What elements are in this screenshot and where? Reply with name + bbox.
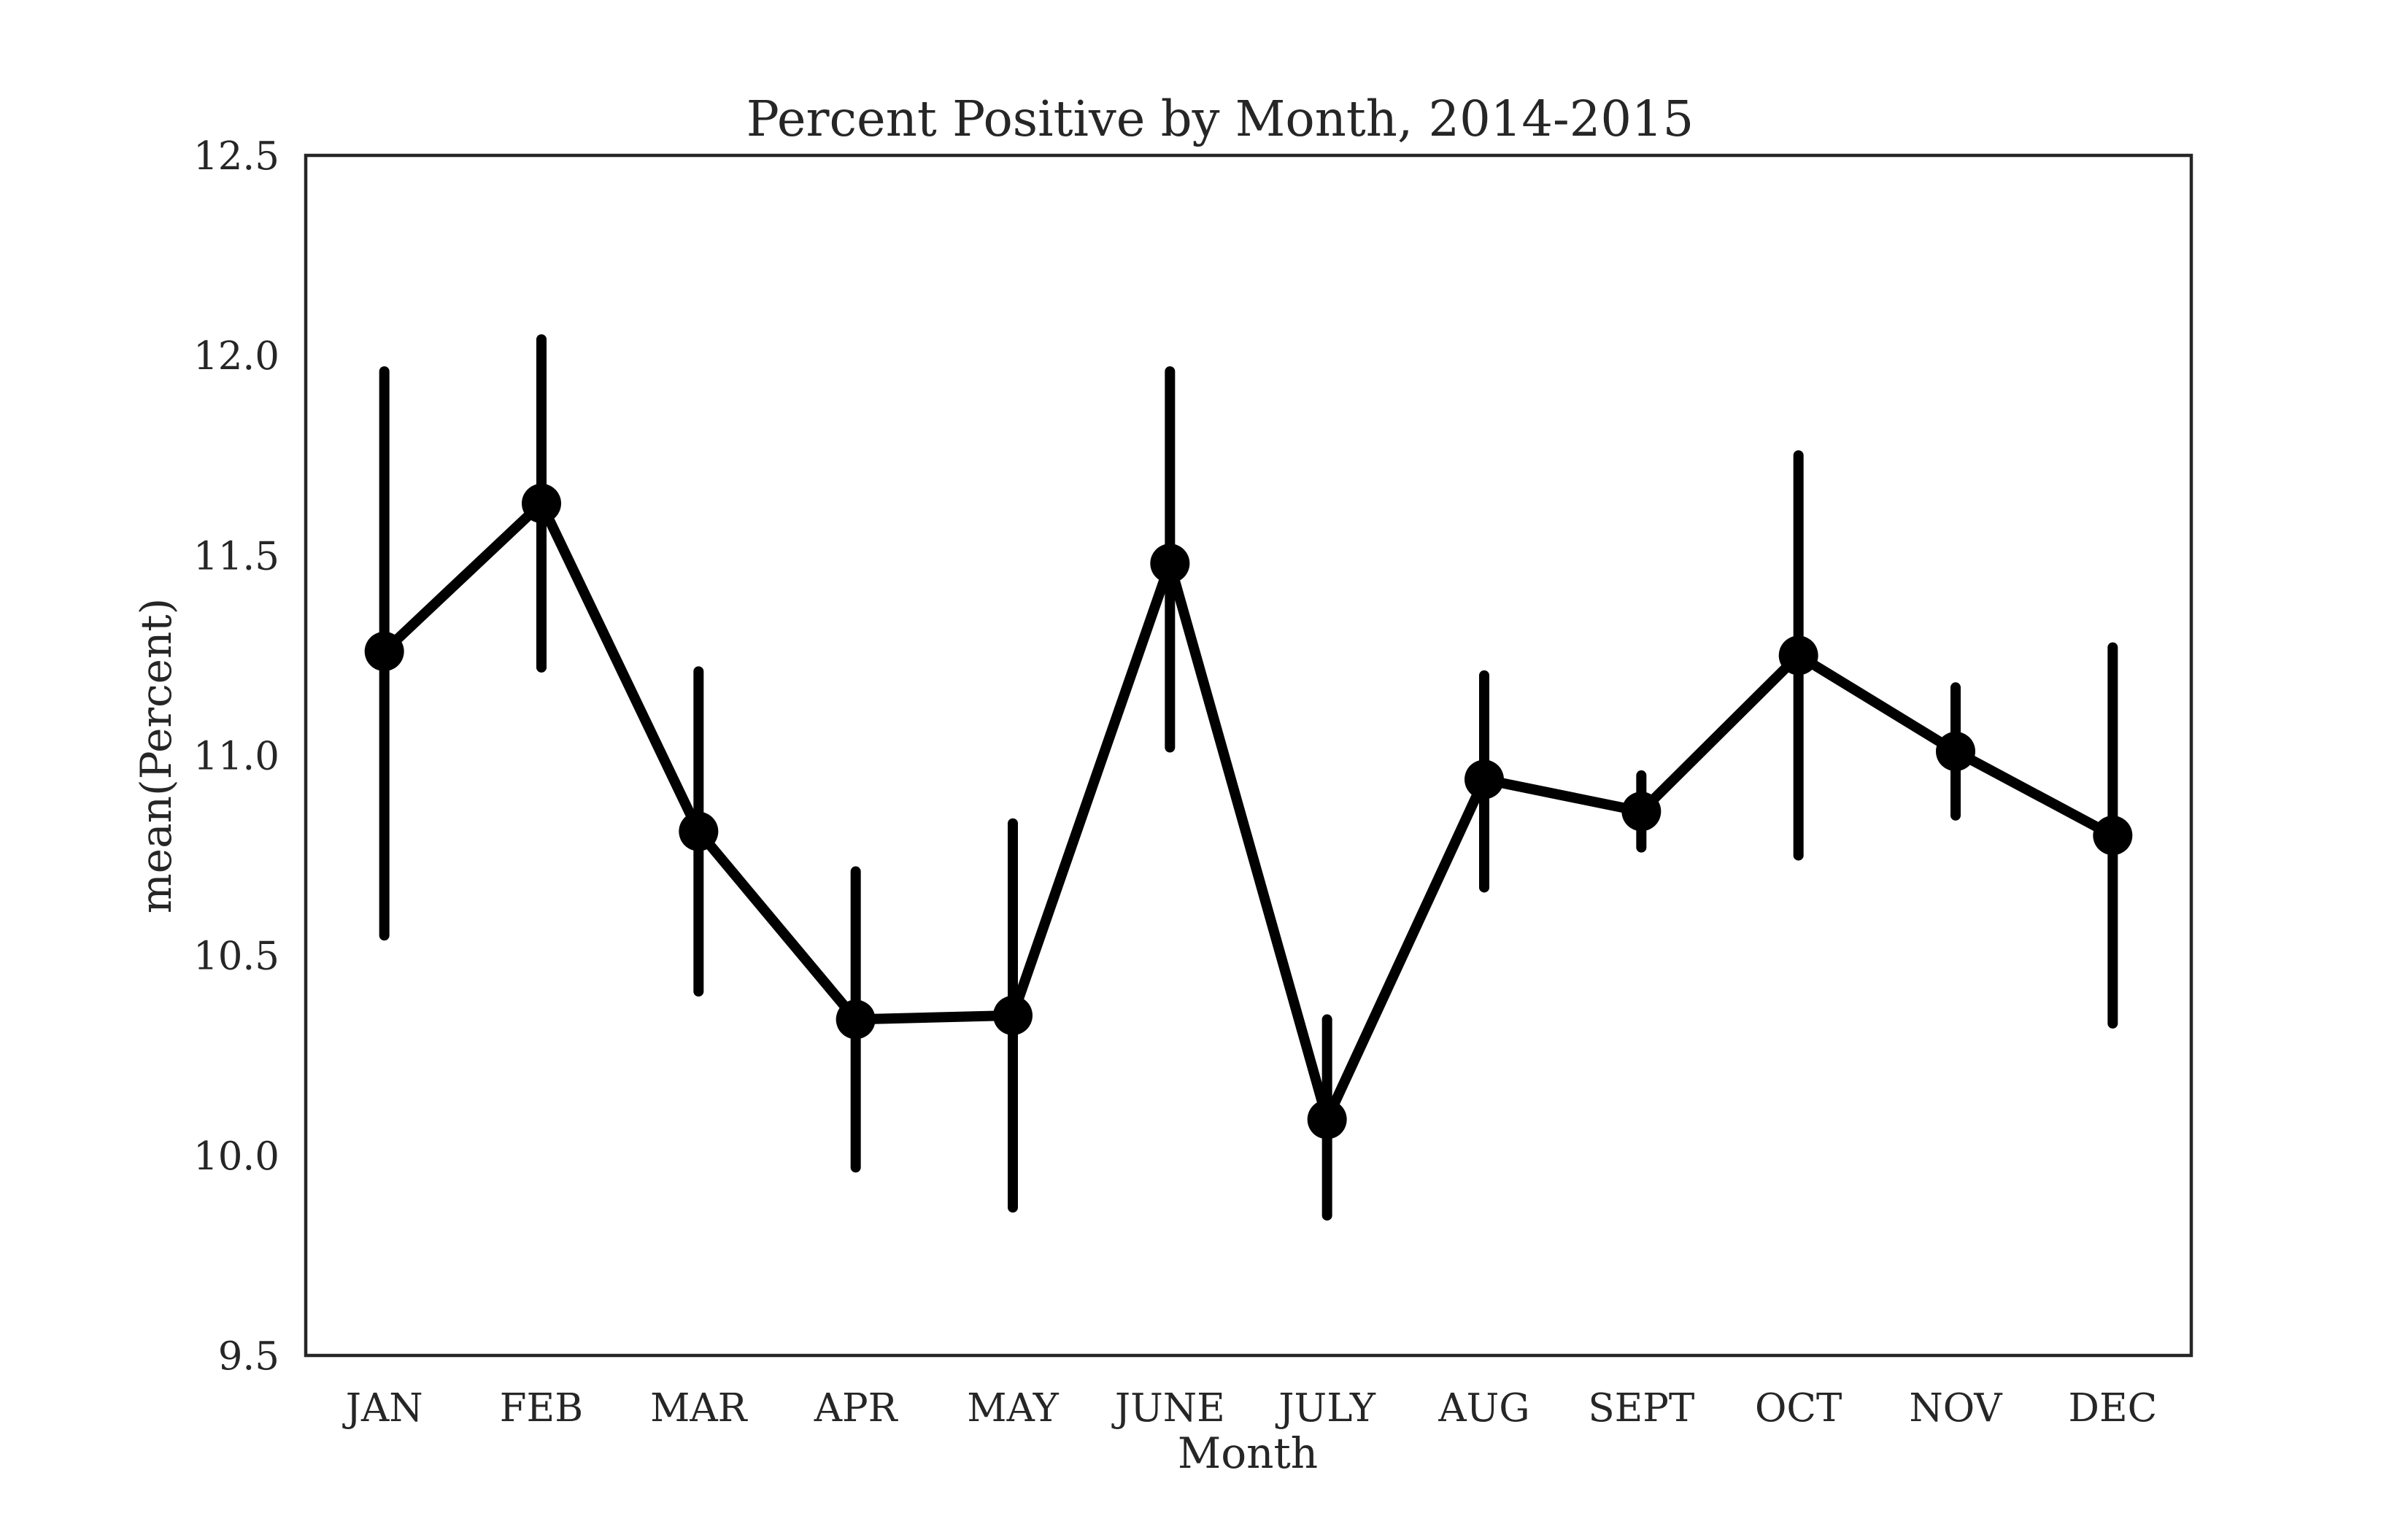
x-tick-label: JULY bbox=[1275, 1386, 1376, 1431]
data-point bbox=[2093, 816, 2133, 856]
data-point bbox=[1621, 792, 1662, 832]
x-tick-label: FEB bbox=[500, 1386, 583, 1431]
y-tick-label: 12.0 bbox=[193, 334, 279, 379]
error-bars bbox=[379, 334, 2118, 1221]
x-axis-ticks: JAN FEB MAR APR MAY JUNE JULY AUG SEPT OCT NOV DEC bbox=[342, 1386, 2157, 1431]
x-axis-label: Month bbox=[1178, 1428, 1318, 1478]
x-tick-label: JAN bbox=[342, 1386, 423, 1431]
data-point bbox=[1778, 635, 1818, 676]
data-point bbox=[1150, 543, 1190, 584]
x-tick-label: SEPT bbox=[1588, 1386, 1694, 1431]
x-tick-label: APR bbox=[814, 1386, 899, 1431]
data-point bbox=[836, 999, 876, 1040]
data-point bbox=[1936, 732, 1975, 772]
y-tick-label: 9.5 bbox=[218, 1334, 279, 1379]
x-tick-label: NOV bbox=[1909, 1386, 2003, 1431]
chart-title: Percent Positive by Month, 2014-2015 bbox=[746, 90, 1694, 147]
y-tick-label: 10.0 bbox=[193, 1134, 279, 1179]
y-tick-label: 12.5 bbox=[193, 134, 279, 179]
y-axis-label: mean(Percent) bbox=[131, 598, 181, 913]
data-point bbox=[679, 811, 719, 851]
x-tick-label: DEC bbox=[2068, 1386, 2157, 1431]
y-axis-ticks: 9.5 10.0 10.5 11.0 11.5 12.0 12.5 bbox=[193, 134, 279, 1379]
x-tick-label: JUNE bbox=[1111, 1386, 1225, 1431]
x-tick-label: AUG bbox=[1438, 1386, 1529, 1431]
data-point bbox=[1307, 1099, 1347, 1140]
data-points bbox=[364, 484, 2133, 1140]
data-point bbox=[1465, 759, 1504, 800]
y-tick-label: 11.5 bbox=[193, 534, 279, 579]
data-point bbox=[364, 631, 404, 671]
x-tick-label: MAR bbox=[650, 1386, 749, 1431]
data-point bbox=[993, 995, 1033, 1035]
series-line bbox=[379, 498, 2118, 1125]
data-point bbox=[522, 484, 561, 524]
y-tick-label: 10.5 bbox=[193, 935, 279, 979]
x-tick-label: MAY bbox=[967, 1386, 1059, 1431]
x-tick-label: OCT bbox=[1755, 1386, 1842, 1431]
plot-frame bbox=[304, 153, 2193, 1358]
y-tick-label: 11.0 bbox=[193, 735, 279, 779]
